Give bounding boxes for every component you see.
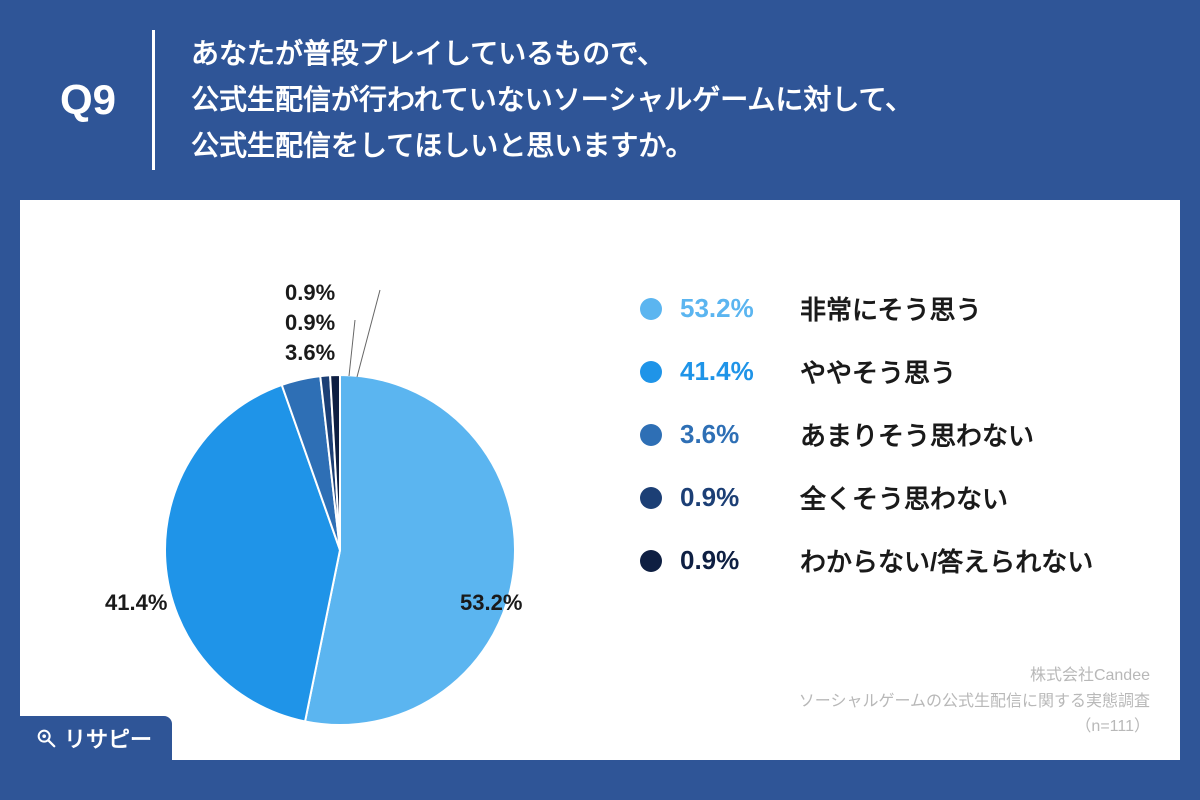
legend-row: 0.9%全くそう思わない	[640, 479, 1093, 516]
legend-label: 非常にそう思う	[800, 290, 981, 327]
legend-row: 53.2%非常にそう思う	[640, 290, 1093, 327]
legend-row: 0.9%わからない/答えられない	[640, 542, 1093, 579]
pie-chart-svg	[90, 260, 590, 730]
slice-percent-label: 0.9%	[285, 280, 335, 306]
question-header: Q9 あなたが普段プレイしているもので、公式生配信が行われていないソーシャルゲー…	[0, 0, 1200, 200]
brand-badge: リサピー	[20, 716, 172, 760]
credit-line-3: （n=111）	[799, 714, 1150, 740]
slice-percent-label: 3.6%	[285, 340, 335, 366]
legend-swatch	[640, 298, 662, 320]
legend-swatch	[640, 487, 662, 509]
legend-label: わからない/答えられない	[800, 542, 1093, 579]
legend-percent: 3.6%	[680, 419, 800, 450]
credit-line-1: 株式会社Candee	[799, 663, 1150, 689]
legend-row: 3.6%あまりそう思わない	[640, 416, 1093, 453]
legend-percent: 0.9%	[680, 482, 800, 513]
chart-panel: 53.2%41.4%3.6%0.9%0.9% 53.2%非常にそう思う41.4%…	[20, 200, 1180, 760]
legend-swatch	[640, 424, 662, 446]
legend-row: 41.4%ややそう思う	[640, 353, 1093, 390]
brand-logo-icon	[34, 726, 58, 750]
leader-line	[349, 320, 355, 376]
legend-percent: 0.9%	[680, 545, 800, 576]
legend-label: あまりそう思わない	[800, 416, 1034, 453]
legend-label: ややそう思う	[800, 353, 956, 390]
question-text: あなたが普段プレイしているもので、公式生配信が行われていないソーシャルゲームに対…	[155, 31, 913, 170]
legend-swatch	[640, 550, 662, 572]
question-number: Q9	[60, 30, 155, 170]
slice-percent-label: 41.4%	[105, 590, 167, 616]
legend: 53.2%非常にそう思う41.4%ややそう思う3.6%あまりそう思わない0.9%…	[640, 290, 1093, 605]
credit-line-2: ソーシャルゲームの公式生配信に関する実態調査	[799, 689, 1150, 715]
brand-text: リサピー	[64, 722, 152, 754]
slice-percent-label: 53.2%	[460, 590, 522, 616]
legend-percent: 41.4%	[680, 356, 800, 387]
infographic-container: Q9 あなたが普段プレイしているもので、公式生配信が行われていないソーシャルゲー…	[0, 0, 1200, 800]
pie-chart-area: 53.2% 41.4% 3.6% 0.9% 0.9%	[90, 260, 590, 730]
leader-line	[357, 290, 380, 377]
legend-label: 全くそう思わない	[800, 479, 1008, 516]
legend-percent: 53.2%	[680, 293, 800, 324]
legend-swatch	[640, 361, 662, 383]
credit-block: 株式会社Candee ソーシャルゲームの公式生配信に関する実態調査 （n=111…	[799, 663, 1150, 740]
slice-percent-label: 0.9%	[285, 310, 335, 336]
